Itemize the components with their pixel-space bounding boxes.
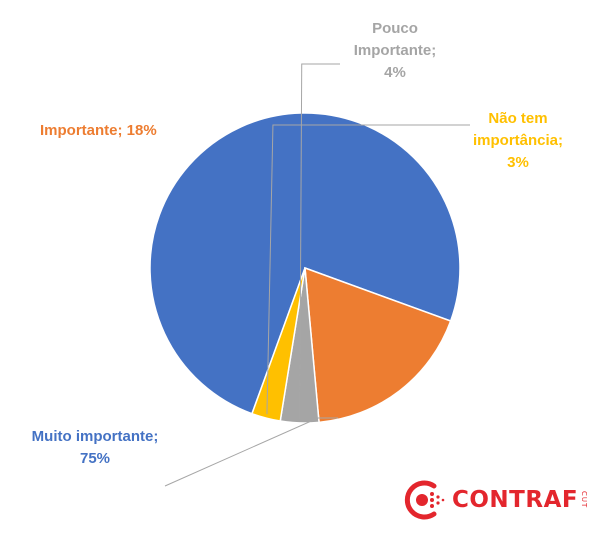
slice-label-line: 4% <box>384 64 406 81</box>
logo-text: CONTRAF <box>452 487 579 513</box>
slice-label-line: Pouco <box>372 20 418 37</box>
slice-label-muito-importante: Muito importante; 75% <box>10 426 180 470</box>
slice-label-line: importância; <box>472 132 563 149</box>
slice-label-line: Importante; <box>353 42 437 59</box>
contraf-logo: CONTRAF CUT <box>400 476 588 524</box>
slice-label-pouco-importante: Pouco Importante; 4% <box>330 18 460 84</box>
leader-line-nao-tem-importancia <box>266 124 470 415</box>
slice-label-line: Não tem <box>488 110 548 127</box>
pie-slice-n-o-tem-import-ncia <box>251 267 306 422</box>
slice-label-line: Muito importante; <box>31 428 159 445</box>
slice-label-line: 75% <box>79 450 111 467</box>
slice-label-nao-tem-importancia: Não tem importância; 3% <box>448 108 588 174</box>
pie-slice-muito-importante <box>149 112 461 415</box>
contraf-logo-mark-icon <box>404 480 445 520</box>
leader-line-pouco-importante <box>299 63 340 419</box>
pie-slice-importante <box>304 266 452 424</box>
slice-label-line: Importante; 18% <box>40 122 157 139</box>
logo-subtext: CUT <box>580 491 589 509</box>
slice-label-importante: Importante; 18% <box>40 120 190 142</box>
slice-label-line: 3% <box>507 154 529 171</box>
leader-line-muito-importante <box>164 417 338 487</box>
